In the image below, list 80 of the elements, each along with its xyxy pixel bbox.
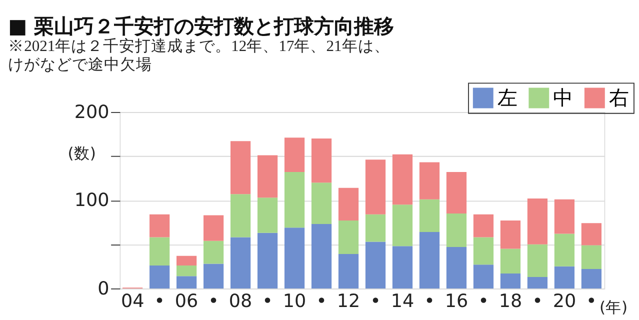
y-axis-title: (数)	[68, 144, 96, 162]
bar	[500, 220, 521, 249]
x-tick-label: 18	[498, 291, 522, 312]
bar	[473, 237, 494, 265]
bar	[392, 204, 413, 246]
bar	[554, 266, 575, 288]
bar	[500, 248, 521, 274]
bar	[150, 237, 170, 266]
bar	[311, 138, 332, 183]
y-tick-label: 100	[74, 190, 110, 212]
bar	[311, 224, 332, 288]
x-tick-label: •	[370, 291, 381, 312]
bar	[284, 138, 305, 172]
bar	[338, 254, 359, 288]
bar	[527, 244, 548, 277]
bar	[150, 266, 170, 288]
text: けがなどで途中欠場	[8, 56, 152, 74]
bar	[527, 198, 548, 244]
bar	[176, 266, 197, 276]
x-tick-label: 12	[336, 291, 360, 312]
x-tick-label: 10	[282, 291, 306, 312]
bar	[581, 223, 602, 246]
bar	[338, 188, 359, 221]
x-tick-label: 20	[552, 291, 576, 312]
bar	[230, 141, 251, 194]
bar	[419, 232, 440, 288]
x-tick-label: 14	[390, 291, 414, 312]
chart-title: ■ 栗山巧２千安打の安打数と打球方向推移	[8, 14, 394, 38]
bar	[446, 213, 467, 247]
bar	[419, 199, 440, 232]
bar	[311, 182, 332, 224]
bar	[554, 234, 575, 266]
bar	[365, 160, 386, 214]
bar	[527, 276, 548, 288]
bar	[176, 276, 197, 288]
x-tick-label: 06	[174, 291, 198, 312]
legend-label: 左	[497, 85, 518, 110]
bar	[338, 220, 359, 254]
bar	[284, 172, 305, 228]
bar	[257, 198, 278, 233]
bar	[257, 232, 278, 288]
bar	[473, 214, 494, 238]
legend-label: 右	[608, 85, 629, 110]
x-tick-label: •	[532, 291, 543, 312]
x-tick-label: •	[316, 291, 327, 312]
bar	[419, 162, 440, 200]
bar	[446, 246, 467, 288]
bar	[230, 237, 251, 288]
x-axis-title: (年)	[599, 298, 628, 317]
bar	[203, 215, 224, 241]
bar	[473, 264, 494, 288]
x-tick-label: 04	[120, 291, 144, 312]
y-tick-label: 0	[98, 278, 110, 300]
bar	[581, 269, 602, 288]
bar	[150, 214, 170, 238]
bar	[392, 154, 413, 205]
bar	[554, 199, 575, 234]
bar	[176, 256, 197, 266]
x-tick-label: 08	[228, 291, 252, 312]
x-tick-label: •	[262, 291, 273, 312]
y-tick-label: 200	[74, 102, 110, 123]
x-tick-label: •	[424, 291, 435, 312]
bar	[257, 155, 278, 198]
bar	[365, 214, 386, 242]
x-tick-label: •	[154, 291, 165, 312]
bar	[392, 246, 413, 288]
x-tick-label: •	[478, 291, 489, 312]
bar	[284, 228, 305, 288]
bar	[365, 242, 386, 288]
x-tick-label: 16	[444, 291, 468, 312]
x-tick-label: •	[586, 291, 597, 312]
bar	[581, 245, 602, 270]
legend-label: 中	[553, 85, 574, 110]
x-tick-label: •	[208, 291, 219, 312]
bar	[203, 264, 224, 288]
chart-subtitle: ※2021年は２千安打達成まで。12年、17年、21年は、	[8, 37, 390, 56]
bar	[203, 240, 224, 264]
bar	[500, 273, 521, 288]
bar	[230, 194, 251, 238]
bar	[446, 172, 467, 214]
